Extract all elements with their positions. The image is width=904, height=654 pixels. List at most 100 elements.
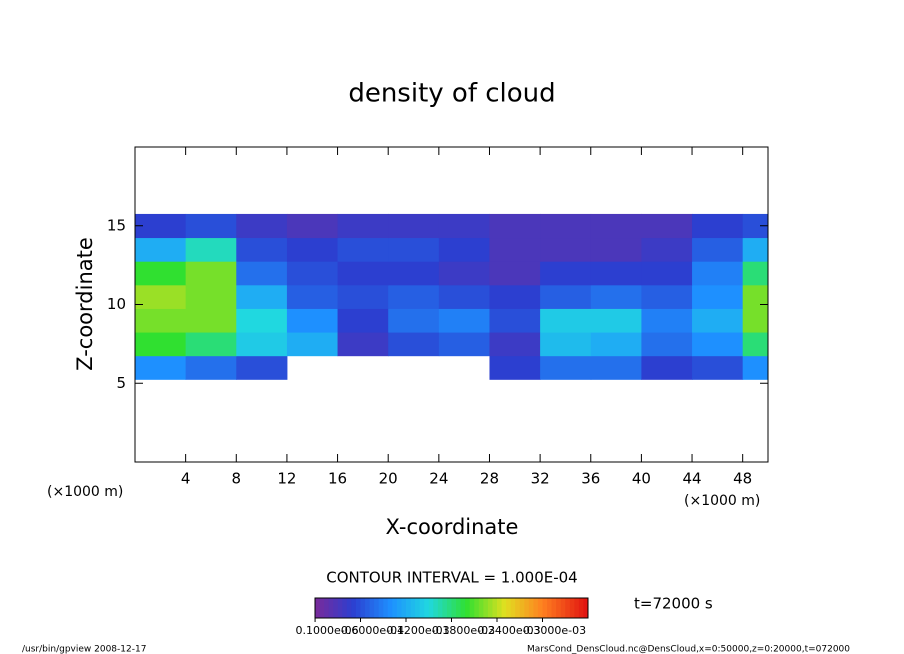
cell <box>135 237 187 262</box>
cell <box>540 213 592 239</box>
cell <box>489 355 541 380</box>
cell <box>438 237 490 262</box>
colorbar-segment <box>497 598 503 618</box>
colorbar-segment <box>510 598 516 618</box>
colorbar-segment <box>328 598 334 618</box>
colorbar-tick-label: 0.3000e-03 <box>523 624 586 637</box>
chart-title: density of cloud <box>348 79 555 109</box>
cell <box>185 332 237 357</box>
cell <box>185 308 237 333</box>
colorbar-segment <box>392 598 398 618</box>
colorbar-segment <box>583 598 589 618</box>
colorbar-segment <box>415 598 421 618</box>
cell <box>438 213 490 239</box>
colorbar-segment <box>474 598 480 618</box>
cell <box>489 261 541 286</box>
colorbar-segment <box>501 598 507 618</box>
cell <box>590 355 642 380</box>
x-tick-label: 24 <box>429 470 448 488</box>
cell <box>742 261 768 286</box>
cell <box>742 332 768 357</box>
cell <box>742 355 768 380</box>
colorbar-segment <box>387 598 393 618</box>
y-axis-label: Z-coordinate <box>73 237 97 371</box>
cell <box>590 261 642 286</box>
cell <box>388 261 440 286</box>
cell <box>388 213 440 239</box>
cell <box>388 284 440 309</box>
colorbar-segment <box>324 598 330 618</box>
cells <box>135 213 768 380</box>
cell <box>337 213 389 239</box>
cell <box>590 284 642 309</box>
cell <box>236 308 288 333</box>
cell <box>388 237 440 262</box>
cell <box>438 261 490 286</box>
colorbar-segment <box>374 598 380 618</box>
colorbar-segment <box>460 598 466 618</box>
cell <box>236 261 288 286</box>
x-tick-label: 44 <box>682 470 701 488</box>
cell <box>236 355 288 380</box>
cell <box>185 261 237 286</box>
cell <box>337 308 389 333</box>
colorbar-segment <box>451 598 457 618</box>
footer: MarsCond_DensCloud.nc@DensCloud,x=0:5000… <box>527 645 850 654</box>
colorbar-segment <box>547 598 553 618</box>
cell <box>286 332 339 357</box>
cell <box>185 355 237 380</box>
colorbar-segment <box>492 598 498 618</box>
colorbar-segment <box>406 598 412 618</box>
cell <box>692 308 744 333</box>
cell <box>590 308 642 333</box>
cell <box>692 237 744 262</box>
cell <box>337 332 389 357</box>
colorbar-tick-label: 0.1800e-03 <box>432 624 495 637</box>
colorbar-segment <box>396 598 402 618</box>
colorbar-segment <box>519 598 525 618</box>
cell <box>692 355 744 380</box>
cell <box>135 261 187 286</box>
colorbar-segment <box>515 598 521 618</box>
cell <box>641 284 693 309</box>
contour-note: CONTOUR INTERVAL = 1.000E-04 <box>326 569 577 587</box>
cell <box>388 332 440 357</box>
cell <box>590 332 642 357</box>
cell <box>236 284 288 309</box>
cell <box>185 213 237 239</box>
cell <box>692 284 744 309</box>
x-tick-label: 48 <box>733 470 752 488</box>
colorbar-segment <box>483 598 489 618</box>
cell <box>540 308 592 333</box>
cell <box>590 213 642 239</box>
cell <box>641 355 693 380</box>
footer: /usr/bin/gpview 2008-12-17 <box>22 645 146 654</box>
cell <box>337 284 389 309</box>
cell <box>135 284 187 309</box>
cell <box>641 261 693 286</box>
cell <box>489 332 541 357</box>
colorbar-tick-label: 0.1000e-06 <box>295 624 358 637</box>
colorbar-segment <box>551 598 557 618</box>
cell <box>135 332 187 357</box>
colorbar-segment <box>524 598 530 618</box>
x-unit: (×1000 m) <box>47 484 123 500</box>
colorbar-segment <box>346 598 352 618</box>
cell <box>540 284 592 309</box>
cell <box>185 284 237 309</box>
cell <box>641 332 693 357</box>
cell <box>135 213 187 239</box>
colorbar-segment <box>437 598 443 618</box>
colorbar-segment <box>315 598 321 618</box>
colorbar-segment <box>342 598 348 618</box>
colorbar-tick-label: 0.2400e-03 <box>477 624 540 637</box>
cell <box>236 213 288 239</box>
cell <box>540 261 592 286</box>
cell <box>337 237 389 262</box>
cell <box>286 213 339 239</box>
colorbar-segment <box>565 598 571 618</box>
x-tick-label: 40 <box>632 470 651 488</box>
colorbar-segment <box>506 598 512 618</box>
colorbar-segment <box>378 598 384 618</box>
cell <box>286 308 339 333</box>
